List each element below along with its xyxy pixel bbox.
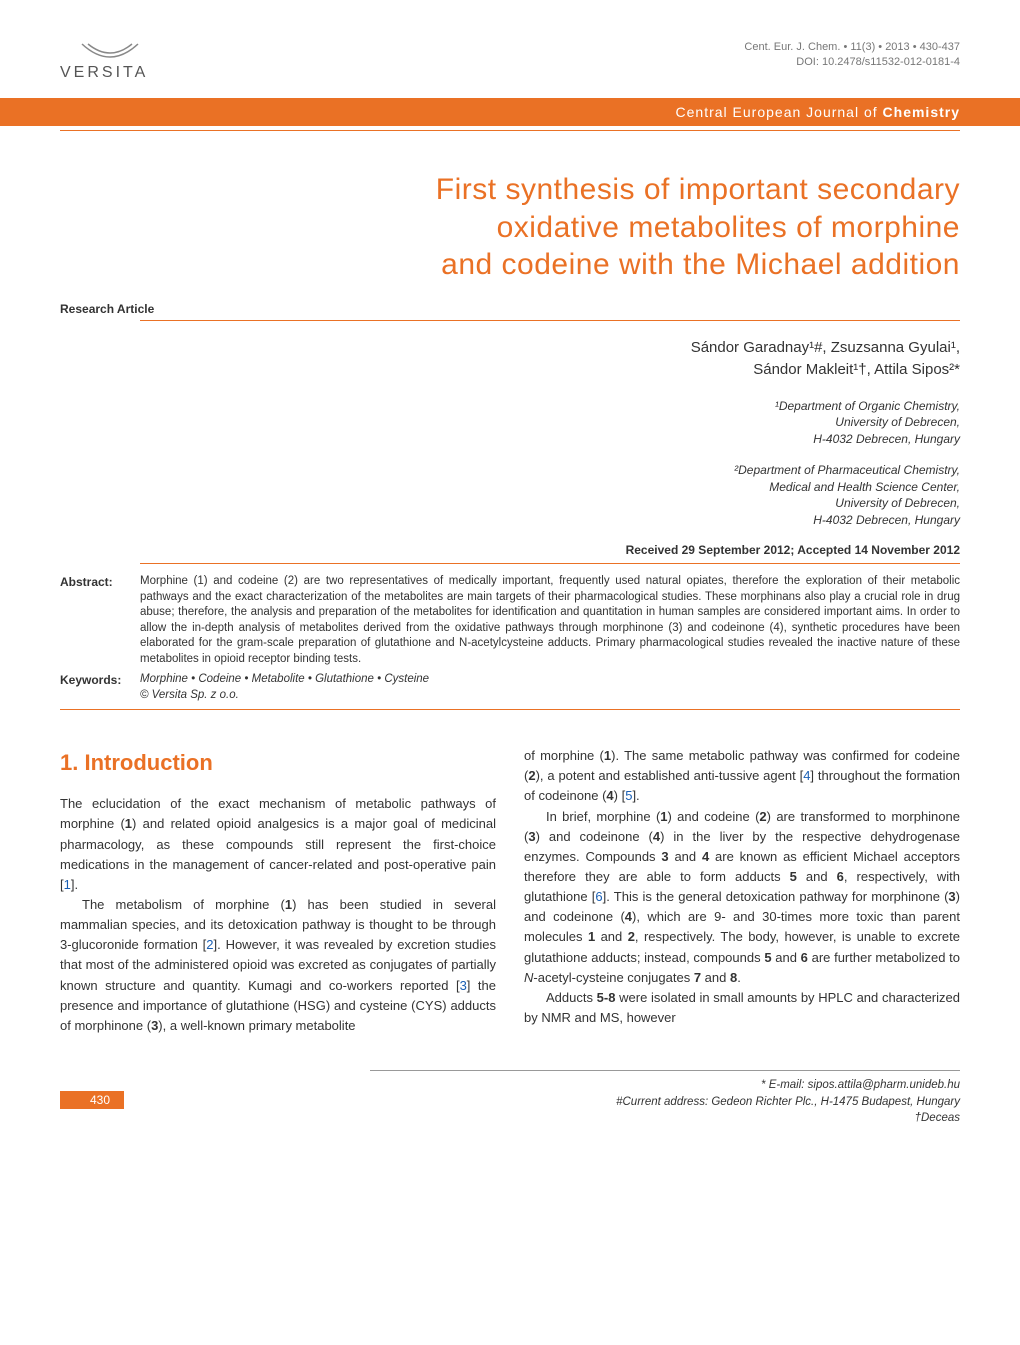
meta-rule-1 [140, 320, 960, 321]
keywords-block: Keywords: Morphine • Codeine • Metabolit… [60, 673, 960, 687]
header-rule [60, 130, 960, 131]
deceased-note: †Deceas [60, 1110, 960, 1127]
section-heading-intro: 1. Introduction [60, 746, 496, 780]
journal-banner: Central European Journal of Chemistry [0, 98, 1020, 126]
paragraph: Adducts 5-8 were isolated in small amoun… [524, 988, 960, 1028]
abstract-end-rule [60, 709, 960, 710]
publisher-logo-text: VERSITA [60, 64, 148, 82]
paragraph: The metabolism of morphine (1) has been … [60, 895, 496, 1036]
footer-rule [370, 1070, 960, 1071]
footnotes: * E-mail: sipos.attila@pharm.unideb.hu #… [60, 1077, 960, 1127]
copyright-line: © Versita Sp. z o.o. [140, 689, 960, 701]
keywords-label: Keywords: [60, 673, 140, 687]
meta-rule-2 [140, 563, 960, 564]
corresponding-email: * E-mail: sipos.attila@pharm.unideb.hu [60, 1077, 960, 1094]
journal-name-prefix: Central European Journal of [676, 104, 878, 120]
paragraph: In brief, morphine (1) and codeine (2) a… [524, 807, 960, 988]
ref-link[interactable]: 6 [595, 889, 602, 904]
abstract-label: Abstract: [60, 574, 140, 667]
page-number-badge: 430 [60, 1091, 124, 1109]
abstract-text: Morphine (1) and codeine (2) are two rep… [140, 574, 960, 667]
ref-link[interactable]: 3 [460, 978, 467, 993]
ref-link[interactable]: 1 [64, 877, 71, 892]
journal-name-bold: Chemistry [883, 104, 960, 120]
publisher-logo: VERSITA [60, 40, 160, 90]
column-left: 1. Introduction The eclucidation of the … [60, 746, 496, 1036]
affiliation-2: ²Department of Pharmaceutical Chemistry,… [60, 462, 960, 529]
affiliation-1: ¹Department of Organic Chemistry, Univer… [60, 398, 960, 448]
article-title: First synthesis of important secondary o… [60, 171, 960, 284]
authors-block: Sándor Garadnay¹#, Zsuzsanna Gyulai¹, Sá… [60, 337, 960, 382]
footer: 430 * E-mail: sipos.attila@pharm.unideb.… [60, 1077, 960, 1133]
column-right: of morphine (1). The same metabolic path… [524, 746, 960, 1036]
citation-block: Cent. Eur. J. Chem. • 11(3) • 2013 • 430… [744, 40, 960, 71]
page-header: VERSITA Cent. Eur. J. Chem. • 11(3) • 20… [60, 40, 960, 90]
current-address: #Current address: Gedeon Richter Plc., H… [60, 1094, 960, 1111]
article-type-label: Research Article [60, 302, 960, 316]
abstract-block: Abstract: Morphine (1) and codeine (2) a… [60, 574, 960, 667]
ref-link[interactable]: 2 [206, 937, 213, 952]
body-columns: 1. Introduction The eclucidation of the … [60, 746, 960, 1036]
versita-arc-icon [80, 42, 140, 62]
doi-line: DOI: 10.2478/s11532-012-0181-4 [744, 55, 960, 70]
citation-line: Cent. Eur. J. Chem. • 11(3) • 2013 • 430… [744, 40, 960, 55]
received-accepted-dates: Received 29 September 2012; Accepted 14 … [60, 543, 960, 557]
keywords-text: Morphine • Codeine • Metabolite • Glutat… [140, 673, 960, 687]
paragraph: of morphine (1). The same metabolic path… [524, 746, 960, 806]
paragraph: The eclucidation of the exact mechanism … [60, 794, 496, 895]
